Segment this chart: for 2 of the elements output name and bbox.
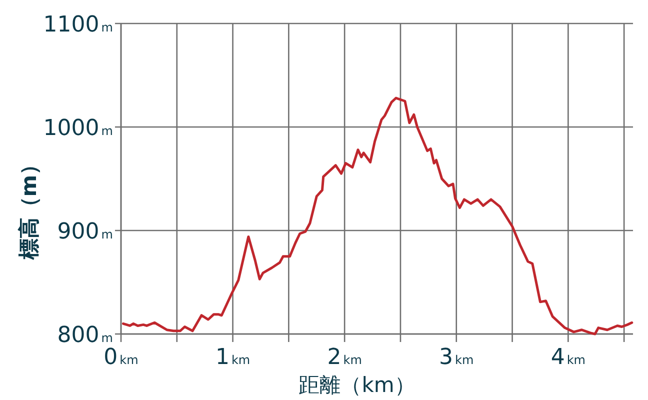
y-axis-title: 標高（m） [17,154,41,261]
x-axis-title: 距離（km） [298,373,416,397]
